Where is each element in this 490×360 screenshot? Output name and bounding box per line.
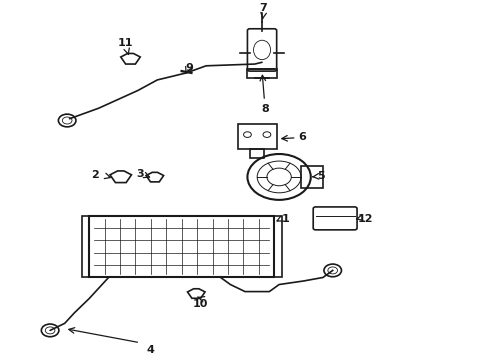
Text: 11: 11 bbox=[118, 38, 133, 48]
Bar bbox=[247, 69, 277, 78]
Text: 10: 10 bbox=[193, 299, 208, 309]
Text: 9: 9 bbox=[186, 63, 194, 73]
Text: 12: 12 bbox=[358, 213, 373, 224]
Text: 5: 5 bbox=[317, 171, 325, 181]
Bar bbox=[82, 216, 89, 278]
Bar bbox=[89, 216, 274, 278]
Text: 3: 3 bbox=[136, 170, 144, 180]
Text: 4: 4 bbox=[146, 345, 154, 355]
Text: 8: 8 bbox=[262, 104, 270, 114]
Text: 1: 1 bbox=[282, 213, 289, 224]
Text: 6: 6 bbox=[298, 132, 306, 143]
Bar bbox=[301, 166, 323, 188]
Bar bbox=[238, 124, 277, 149]
Text: 7: 7 bbox=[260, 3, 268, 13]
Bar bbox=[274, 216, 282, 278]
Bar bbox=[250, 149, 265, 158]
Text: 2: 2 bbox=[91, 170, 99, 180]
